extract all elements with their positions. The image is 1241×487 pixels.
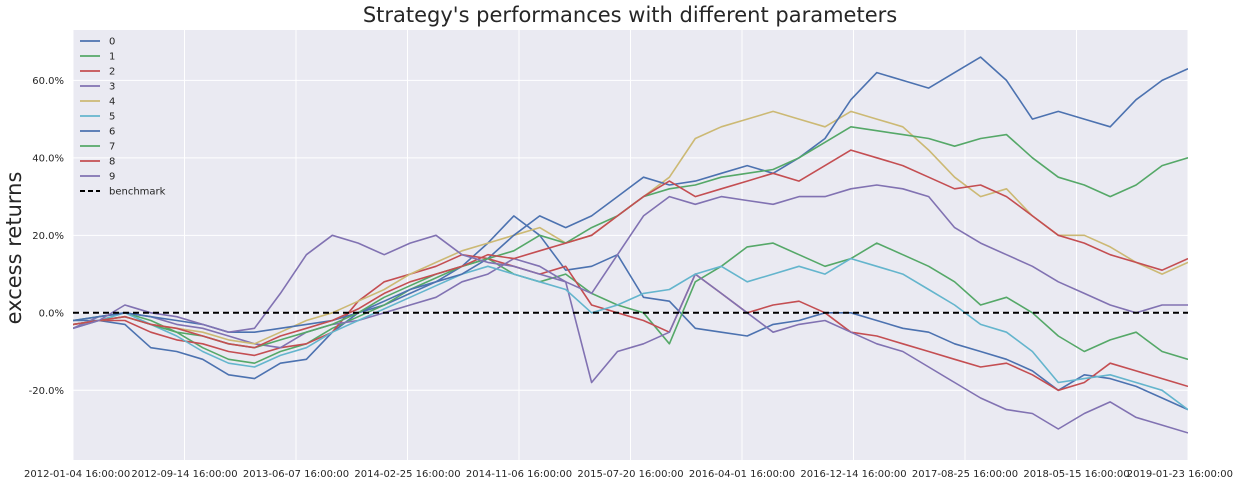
legend-label-2: 2 (109, 67, 115, 78)
x-tick-label: 2016-04-01 16:00:00 (689, 469, 795, 480)
y-tick-label: 20.0% (32, 231, 64, 242)
legend-label-3: 3 (109, 82, 115, 93)
series-line-2 (73, 253, 1188, 392)
legend-label-9: 9 (109, 172, 115, 183)
series-line-9 (73, 184, 1188, 334)
series-line-3 (73, 257, 1188, 434)
y-tick-label: 60.0% (32, 76, 64, 87)
series-line-8 (73, 149, 1188, 349)
legend-label-4: 4 (109, 97, 115, 108)
x-tick-label: 2019-01-23 16:00:00 (1127, 469, 1233, 480)
x-tick-label: 2013-06-07 16:00:00 (243, 469, 349, 480)
x-tick-label: 2014-02-25 16:00:00 (354, 469, 460, 480)
legend-label-5: 5 (109, 112, 115, 123)
y-axis-ticks: -20.0% 0.0% 20.0% 40.0% 60.0% (29, 76, 64, 397)
x-axis-ticks: 2012-01-04 16:00:00 2012-09-14 16:00:00 20… (24, 469, 1233, 480)
x-tick-label: 2017-08-25 16:00:00 (912, 469, 1018, 480)
x-tick-label: 2014-11-06 16:00:00 (466, 469, 572, 480)
x-tick-label: 2018-05-15 16:00:00 (1023, 469, 1129, 480)
legend: 0 1 2 3 4 5 6 7 8 9 benchmark (80, 37, 166, 198)
series-lines (73, 56, 1188, 434)
x-tick-label: 2016-12-14 16:00:00 (800, 469, 906, 480)
series-line-6 (73, 56, 1188, 334)
legend-label-8: 8 (109, 157, 115, 168)
legend-label-7: 7 (109, 142, 115, 153)
legend-label-0: 0 (109, 37, 115, 48)
series-line-5 (73, 257, 1188, 411)
legend-label-benchmark: benchmark (109, 187, 166, 198)
y-tick-label: -20.0% (29, 386, 64, 397)
series-line-0 (73, 215, 1188, 411)
y-tick-label: 40.0% (32, 153, 64, 164)
legend-label-6: 6 (109, 127, 115, 138)
y-axis-label: excess returns (2, 172, 26, 325)
x-tick-label: 2012-01-04 16:00:00 (24, 469, 130, 480)
legend-label-1: 1 (109, 52, 115, 63)
x-tick-label: 2015-07-20 16:00:00 (577, 469, 683, 480)
x-tick-label: 2012-09-14 16:00:00 (131, 469, 237, 480)
y-axis-label-group: excess returns (2, 172, 26, 325)
chart-title: Strategy's performances with different p… (363, 3, 897, 27)
y-tick-label: 0.0% (39, 308, 64, 319)
series-line-1 (73, 242, 1188, 365)
